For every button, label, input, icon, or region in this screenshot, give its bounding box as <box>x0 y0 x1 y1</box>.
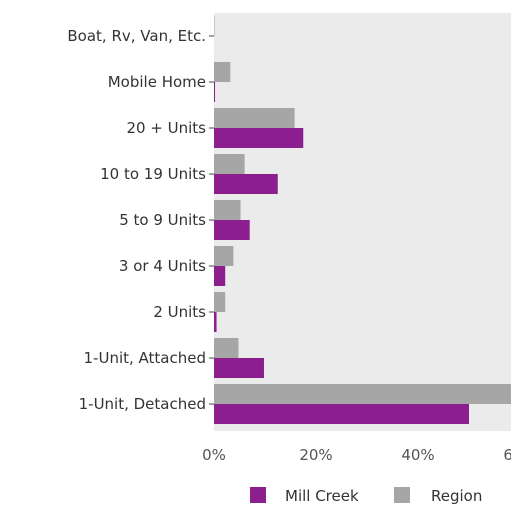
bar-region-5-to-9-units <box>214 200 241 220</box>
category-label: 1-Unit, Detached <box>79 395 206 413</box>
legend-swatch-region <box>394 487 410 503</box>
category-label: Boat, Rv, Van, Etc. <box>67 27 206 45</box>
legend-label-mill-creek: Mill Creek <box>285 487 359 505</box>
category-label: 5 to 9 Units <box>119 211 206 229</box>
x-tick-label: 0% <box>202 446 226 464</box>
legend-label-region: Region <box>431 487 482 505</box>
bar-region-2-units <box>214 292 226 312</box>
bar-region-20-units <box>214 108 295 128</box>
bar-mill-creek-2-units <box>214 312 217 332</box>
category-labels: Boat, Rv, Van, Etc. Mobile Home 20 + Units… <box>67 27 206 413</box>
x-tick-label: 20% <box>299 446 332 464</box>
x-tick-labels: 0% 20% 40% 60% <box>202 446 511 464</box>
y-tick-marks <box>209 35 214 405</box>
bar-mill-creek-5-to-9-units <box>214 220 250 240</box>
bar-region-3-or-4-units <box>214 246 234 266</box>
bars-layer <box>214 16 511 424</box>
bar-mill-creek-3-or-4-units <box>214 266 226 286</box>
x-tick-label: 40% <box>401 446 434 464</box>
bar-region-1-unit-detached <box>214 384 511 404</box>
category-label: 3 or 4 Units <box>119 257 206 275</box>
bar-mill-creek-1-unit-detached <box>214 404 469 424</box>
legend: Mill Creek Region <box>250 487 482 505</box>
bar-mill-creek-1-unit-attached <box>214 358 264 378</box>
category-label: 2 Units <box>153 303 206 321</box>
category-label: Mobile Home <box>108 73 206 91</box>
bar-mill-creek-mobile-home <box>214 82 216 102</box>
x-tick-label: 60% <box>503 446 511 464</box>
category-label: 20 + Units <box>126 119 206 137</box>
bar-region-1-unit-attached <box>214 338 239 358</box>
bar-region-10-to-19-units <box>214 154 245 174</box>
bar-region-mobile-home <box>214 62 231 82</box>
bar-mill-creek-20-units <box>214 128 304 148</box>
category-label: 1-Unit, Attached <box>84 349 206 367</box>
legend-swatch-mill-creek <box>250 487 266 503</box>
category-label: 10 to 19 Units <box>100 165 206 183</box>
bar-mill-creek-10-to-19-units <box>214 174 278 194</box>
bar-region-boat-rv-van-etc <box>214 16 215 36</box>
